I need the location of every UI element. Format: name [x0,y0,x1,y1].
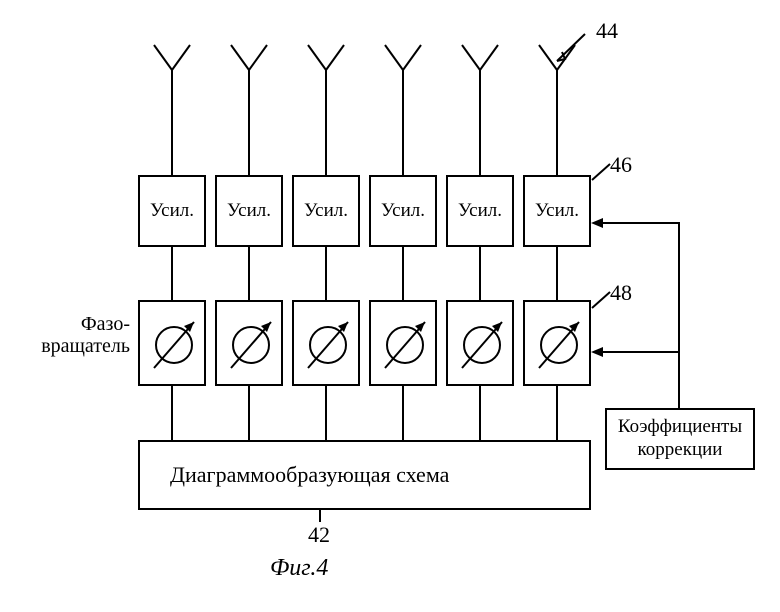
figure-label: Фиг.4 [270,555,328,582]
wire-ant-amp-2 [248,160,250,175]
phase-symbol-6 [525,302,593,388]
ref-label-antenna: 44 [596,18,618,44]
phase-shifter-6 [523,300,591,386]
wire-phase-beam-2 [248,386,250,440]
wire-phase-beam-4 [402,386,404,440]
amplifier-1: Усил. [138,175,206,247]
wire-ant-amp-5 [479,160,481,175]
phase-symbol-1 [140,302,208,388]
corr-label-l1: Коэффициенты [618,416,742,437]
phase-shifter-5 [446,300,514,386]
phase-shifter-3 [292,300,360,386]
antenna-4 [369,40,437,160]
antenna-array-diagram: 44 Усил. Усил. Усил. [0,0,780,612]
amp-label-1: Усил. [150,200,194,222]
antenna-1 [138,40,206,160]
corr-vert-wire [678,223,680,408]
wire-ant-amp-6 [556,160,558,175]
phase-side-label: Фазо- вращатель [25,313,130,357]
wire-ant-amp-4 [402,160,404,175]
amp-label-3: Усил. [304,200,348,222]
wire-amp-phase-6 [556,247,558,300]
beam-ref-leader [319,510,321,522]
amplifier-2: Усил. [215,175,283,247]
phase-side-label-l2: вращатель [41,335,130,357]
wire-amp-phase-5 [479,247,481,300]
antenna-3 [292,40,360,160]
wire-phase-beam-1 [171,386,173,440]
phase-symbol-2 [217,302,285,388]
amp-label-6: Усил. [535,200,579,222]
ref-label-beam: 42 [308,522,330,548]
wire-ant-amp-3 [325,160,327,175]
phase-shifter-1 [138,300,206,386]
wire-amp-phase-4 [402,247,404,300]
wire-amp-phase-1 [171,247,173,300]
wire-amp-phase-3 [325,247,327,300]
phase-side-label-l1: Фазо- [81,313,130,335]
wire-ant-amp-1 [171,160,173,175]
phase-symbol-5 [448,302,516,388]
wire-phase-beam-5 [479,386,481,440]
antenna-2 [215,40,283,160]
amplifier-6: Усил. [523,175,591,247]
beamforming-network: Диаграммообразующая схема [138,440,591,510]
antenna-6 [523,40,591,160]
phase-shifter-2 [215,300,283,386]
amp-label-4: Усил. [381,200,425,222]
amp-label-2: Усил. [227,200,271,222]
ref-label-amp: 46 [610,152,632,178]
phase-symbol-3 [294,302,362,388]
amp-label-5: Усил. [458,200,502,222]
wire-phase-beam-6 [556,386,558,440]
amplifier-4: Усил. [369,175,437,247]
beamformer-label: Диаграммообразующая схема [170,462,449,488]
antenna-5 [446,40,514,160]
corr-label-l2: коррекции [638,439,723,460]
amplifier-5: Усил. [446,175,514,247]
corr-to-phase-wire [591,344,680,360]
corr-to-amp-wire [591,215,680,231]
wire-amp-phase-2 [248,247,250,300]
phase-shifter-4 [369,300,437,386]
ref-label-phase: 48 [610,280,632,306]
wire-phase-beam-3 [325,386,327,440]
correction-coefficients-box: Коэффициенты коррекции [605,408,755,470]
amplifier-3: Усил. [292,175,360,247]
phase-symbol-4 [371,302,439,388]
